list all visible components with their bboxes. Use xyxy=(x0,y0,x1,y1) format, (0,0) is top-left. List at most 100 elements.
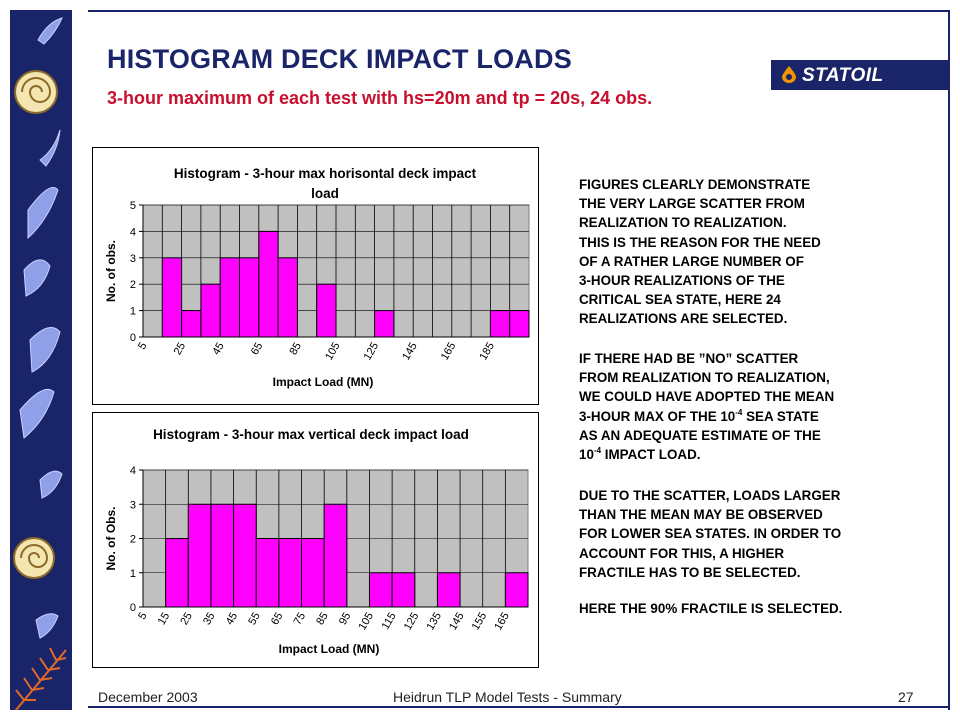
text-line: REALIZATION TO REALIZATION. xyxy=(579,215,787,231)
decorative-sidebar xyxy=(10,10,72,710)
text-fragment: IMPACT LOAD. xyxy=(601,447,701,463)
x-axis-label: Impact Load (MN) xyxy=(279,642,380,656)
text-line: THIS IS THE REASON FOR THE NEED xyxy=(579,234,821,250)
chart-title: Histogram - 3-hour max horisontal deck i… xyxy=(174,166,477,181)
histogram-bar xyxy=(436,572,461,608)
superscript: -4 xyxy=(593,446,602,456)
histogram-bar xyxy=(239,257,260,338)
x-tick-label: 45 xyxy=(224,611,241,628)
horizontal-load-chart-svg: Histogram - 3-hour max horisontal deck i… xyxy=(104,166,530,389)
chart-title: load xyxy=(311,186,339,201)
x-tick-label: 5 xyxy=(136,341,149,352)
text-line: FOR LOWER SEA STATES. IN ORDER TO xyxy=(579,526,842,542)
x-tick-label: 165 xyxy=(439,341,459,363)
fern-icon xyxy=(15,647,67,710)
vertical-load-histogram: Histogram - 3-hour max vertical deck imp… xyxy=(92,412,539,668)
footer-divider xyxy=(88,706,950,708)
y-tick-label: 0 xyxy=(130,602,136,614)
x-tick-label: 95 xyxy=(337,611,354,628)
y-tick-label: 2 xyxy=(130,534,136,546)
superscript: -4 xyxy=(735,407,743,417)
oil-drop-icon xyxy=(782,66,796,83)
text-line: DUE TO THE SCATTER, LOADS LARGER xyxy=(579,488,841,503)
footer-title: Heidrun TLP Model Tests - Summary xyxy=(393,689,622,705)
page-number: 27 xyxy=(898,689,914,705)
text-line: 3-HOUR MAX OF THE 10-4 SEA STATE xyxy=(579,407,919,426)
histogram-bar xyxy=(277,257,298,338)
x-tick-label: 155 xyxy=(470,611,490,633)
statoil-logo: STATOIL xyxy=(771,60,950,90)
text-line: WE COULD HAVE ADOPTED THE MEAN xyxy=(579,389,835,405)
x-tick-label: 25 xyxy=(172,341,189,358)
vertical-load-chart-svg: Histogram - 3-hour max vertical deck imp… xyxy=(104,427,529,656)
text-line: FROM REALIZATION TO REALIZATION, xyxy=(579,370,830,386)
paragraph-scatter: FIGURES CLEARLY DEMONSTRATE THE VERY LAR… xyxy=(579,175,919,329)
x-tick-label: 185 xyxy=(477,341,497,363)
page-title: HISTOGRAM DECK IMPACT LOADS xyxy=(107,44,572,74)
y-tick-label: 1 xyxy=(130,306,136,318)
y-tick-label: 1 xyxy=(130,568,136,580)
x-tick-label: 35 xyxy=(201,611,218,628)
page-subtitle: 3-hour maximum of each test with hs=20m … xyxy=(107,88,653,108)
histogram-bar xyxy=(509,310,530,338)
text-line: CRITICAL SEA STATE, HERE 24 xyxy=(579,292,781,308)
y-tick-label: 4 xyxy=(130,226,136,238)
x-tick-label: 5 xyxy=(136,611,149,622)
x-tick-label: 165 xyxy=(492,611,512,633)
histogram-bar xyxy=(323,503,348,608)
text-line: 3-HOUR REALIZATIONS OF THE xyxy=(579,273,785,289)
x-tick-label: 65 xyxy=(269,611,286,628)
histogram-bar xyxy=(187,503,212,608)
slide-frame xyxy=(88,10,950,710)
histogram-bar xyxy=(301,538,325,608)
text-line: ACCOUNT FOR THIS, A HIGHER xyxy=(579,545,785,561)
histogram-bar xyxy=(316,283,337,338)
x-tick-label: 125 xyxy=(362,341,382,363)
sidebar-artwork xyxy=(13,17,67,710)
text-line: AS AN ADEQUATE ESTIMATE OF THE xyxy=(579,427,821,443)
x-tick-label: 105 xyxy=(356,611,376,633)
text-line: THAN THE MEAN MAY BE OBSERVED xyxy=(579,507,823,523)
histogram-bar xyxy=(233,503,257,608)
x-tick-label: 145 xyxy=(400,341,420,363)
paragraph-fractile: DUE TO THE SCATTER, LOADS LARGER THAN TH… xyxy=(579,486,919,582)
y-tick-label: 0 xyxy=(130,332,136,344)
x-tick-label: 85 xyxy=(287,341,304,358)
text-line: HERE THE 90% FRACTILE IS SELECTED. xyxy=(579,601,843,616)
x-tick-label: 15 xyxy=(156,611,173,628)
text-line: 10-4 IMPACT LOAD. xyxy=(579,445,919,464)
histogram-bar xyxy=(255,538,280,608)
y-tick-label: 3 xyxy=(130,253,136,265)
paragraph-no-scatter: IF THERE HAD BE ”NO” SCATTER FROM REALIZ… xyxy=(579,349,919,464)
x-tick-label: 145 xyxy=(447,611,467,633)
y-tick-label: 3 xyxy=(130,499,136,511)
x-tick-label: 105 xyxy=(323,341,343,363)
histogram-bar xyxy=(278,538,303,608)
y-tick-label: 4 xyxy=(130,465,136,477)
x-tick-label: 65 xyxy=(249,341,266,358)
fossil-icon xyxy=(13,537,55,579)
x-tick-label: 135 xyxy=(424,611,444,633)
text-line: REALIZATIONS ARE SELECTED. xyxy=(579,311,788,327)
histogram-bar xyxy=(374,310,395,338)
y-tick-label: 2 xyxy=(130,279,136,291)
histogram-bar xyxy=(391,572,416,608)
histogram-bar xyxy=(161,257,183,338)
text-line: FIGURES CLEARLY DEMONSTRATE xyxy=(579,177,811,192)
x-tick-label: 25 xyxy=(178,611,195,628)
horizontal-load-histogram: Histogram - 3-hour max horisontal deck i… xyxy=(92,147,539,405)
x-tick-label: 45 xyxy=(210,341,227,358)
x-tick-label: 85 xyxy=(314,611,331,628)
x-tick-label: 75 xyxy=(292,611,309,628)
histogram-bar xyxy=(489,310,511,338)
histogram-bar xyxy=(210,503,235,608)
y-tick-label: 5 xyxy=(130,200,136,212)
x-axis-label: Impact Load (MN) xyxy=(273,375,374,389)
text-line: THE VERY LARGE SCATTER FROM xyxy=(579,196,805,212)
histogram-bar xyxy=(368,572,393,608)
x-tick-label: 55 xyxy=(246,611,263,628)
histogram-bar xyxy=(504,572,529,608)
paragraph-conclusion: HERE THE 90% FRACTILE IS SELECTED. xyxy=(579,599,919,618)
histogram-bar xyxy=(181,310,202,338)
histogram-bar xyxy=(200,283,221,338)
